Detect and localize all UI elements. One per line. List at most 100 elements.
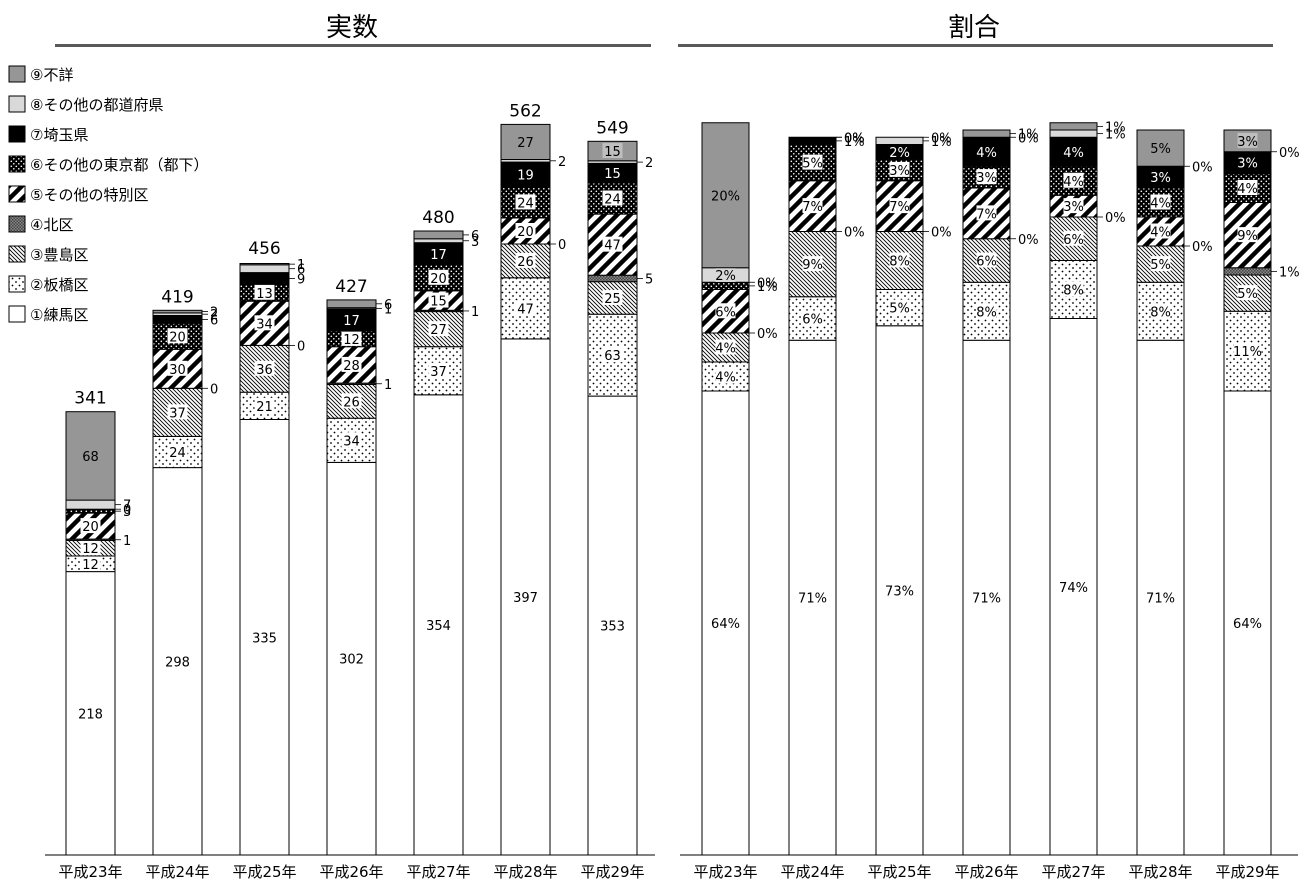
svg-text:26: 26 bbox=[517, 255, 534, 270]
bar-value-label-count-c1-s2: 24 bbox=[167, 444, 188, 461]
bar-value-label-count-c4-s9: 6 bbox=[463, 229, 479, 244]
svg-text:4%: 4% bbox=[715, 371, 736, 386]
right-title-rule bbox=[678, 44, 1273, 47]
legend-label-s2: ②板橋区 bbox=[30, 276, 88, 294]
bar-value-label-count-c3-s9: 6 bbox=[376, 298, 392, 313]
bar-value-label-count-c3-s2: 34 bbox=[341, 432, 362, 449]
svg-text:20: 20 bbox=[430, 272, 447, 287]
legend-swatch-s1 bbox=[8, 305, 26, 323]
bar-segment-count-c0-s1 bbox=[65, 571, 116, 856]
svg-text:68: 68 bbox=[82, 450, 99, 465]
bar-value-label-count-c0-s6: 3 bbox=[115, 505, 131, 520]
svg-text:20: 20 bbox=[517, 225, 534, 240]
svg-text:4%: 4% bbox=[1150, 226, 1171, 241]
bar-value-label-count-c1-s4: 0 bbox=[202, 382, 218, 397]
svg-text:1%: 1% bbox=[931, 135, 952, 150]
bar-segment-count-c3-s9 bbox=[326, 299, 377, 309]
x-axis-ticks: 平成23年 平成24年 平成25年 平成26年 平成27年 平成28年 平成29年 平成23年… bbox=[58, 863, 1279, 881]
x-tick-label-count-4: 平成27年 bbox=[406, 863, 470, 881]
x-tick-label-pct-0: 平成23年 bbox=[693, 863, 757, 881]
bar-value-label-count-c6-s6: 24 bbox=[602, 190, 623, 208]
svg-text:2: 2 bbox=[210, 306, 218, 321]
svg-text:4%: 4% bbox=[976, 146, 997, 161]
bar-value-label-count-c2-s8: 6 bbox=[289, 263, 305, 278]
svg-text:20: 20 bbox=[169, 330, 186, 345]
svg-text:19: 19 bbox=[517, 168, 534, 183]
svg-text:6: 6 bbox=[297, 263, 305, 278]
bar-segment-count-c1-s7 bbox=[152, 315, 203, 324]
svg-text:24: 24 bbox=[604, 193, 621, 208]
bar-segment-pct-c1-s7 bbox=[788, 136, 837, 145]
bar-value-label-count-c0-s1: 218 bbox=[78, 707, 103, 722]
bar-value-label-pct-c5-s7: 3% bbox=[1150, 171, 1171, 186]
svg-text:6: 6 bbox=[384, 298, 392, 313]
bar-value-label-pct-c2-s3: 8% bbox=[889, 252, 910, 270]
legend-label-s7: ⑦埼玉県 bbox=[30, 126, 88, 144]
bar-value-label-pct-c5-s1: 71% bbox=[1146, 592, 1175, 607]
bar-value-label-count-c3-s7: 17 bbox=[343, 314, 360, 329]
svg-text:0%: 0% bbox=[1105, 211, 1126, 226]
svg-text:0%: 0% bbox=[1018, 233, 1039, 248]
svg-text:47: 47 bbox=[517, 302, 534, 317]
bar-segment-pct-c3-s3 bbox=[962, 238, 1011, 283]
svg-text:5%: 5% bbox=[1150, 142, 1171, 157]
bar-value-label-pct-c1-s4: 0% bbox=[836, 226, 865, 241]
svg-text:5%: 5% bbox=[802, 157, 823, 172]
bar-value-label-pct-c1-s9: 0% bbox=[836, 131, 865, 146]
svg-text:11%: 11% bbox=[1233, 345, 1262, 360]
legend-swatch-s9 bbox=[8, 65, 26, 83]
svg-text:36: 36 bbox=[256, 363, 273, 378]
svg-text:0: 0 bbox=[297, 339, 305, 354]
svg-text:20%: 20% bbox=[711, 189, 740, 204]
bar-value-label-count-c0-s9: 68 bbox=[82, 450, 99, 465]
bar-value-label-count-c2-s4: 0 bbox=[289, 339, 305, 354]
bar-value-label-pct-c1-s7: 1% bbox=[836, 135, 865, 150]
bar-segment-pct-c1-s1 bbox=[788, 339, 837, 856]
bar-value-label-pct-c0-s8: 2% bbox=[715, 267, 736, 284]
svg-text:34: 34 bbox=[343, 434, 360, 449]
svg-text:3: 3 bbox=[123, 505, 131, 520]
legend-label-s9: ⑨不詳 bbox=[30, 66, 73, 84]
svg-text:26: 26 bbox=[343, 395, 360, 410]
bar-value-label-count-c4-s6: 20 bbox=[428, 269, 449, 287]
svg-text:7%: 7% bbox=[889, 200, 910, 215]
bar-value-label-pct-c4-s1: 74% bbox=[1059, 581, 1088, 596]
svg-text:3%: 3% bbox=[1237, 135, 1258, 150]
bar-segment-count-c2-s7 bbox=[239, 272, 290, 285]
bar-value-label-pct-c0-s1: 64% bbox=[711, 617, 740, 632]
bar-value-label-count-c1-s1: 298 bbox=[165, 655, 190, 670]
bar-value-label-pct-c0-s3: 4% bbox=[715, 339, 736, 357]
svg-text:20: 20 bbox=[82, 520, 99, 535]
bar-value-label-count-c5-s6: 24 bbox=[515, 194, 536, 211]
bar-segment-pct-c0-s1 bbox=[701, 390, 750, 856]
svg-text:71%: 71% bbox=[798, 592, 827, 607]
bar-value-label-pct-c2-s1: 73% bbox=[885, 584, 914, 599]
bar-value-label-count-c4-s5: 15 bbox=[428, 292, 449, 310]
svg-text:0%: 0% bbox=[844, 131, 865, 146]
bar-segment-count-c4-s8 bbox=[413, 238, 464, 244]
x-tick-label-count-1: 平成24年 bbox=[145, 863, 209, 881]
bar-value-label-count-c0-s8: 7 bbox=[115, 499, 131, 514]
bar-segment-pct-c2-s1 bbox=[875, 325, 924, 856]
svg-text:30: 30 bbox=[169, 363, 186, 378]
bar-value-label-pct-c2-s7: 2% bbox=[889, 146, 910, 161]
bar-value-label-count-c2-s1: 335 bbox=[252, 631, 277, 646]
bar-total-label-c6: 549 bbox=[596, 118, 628, 138]
bar-segment-pct-c6-s4 bbox=[1223, 267, 1272, 276]
svg-text:9%: 9% bbox=[1237, 229, 1258, 244]
bar-value-label-count-c3-s4: 1 bbox=[376, 378, 392, 393]
bar-value-label-pct-c0-s7: 0% bbox=[749, 276, 778, 291]
svg-text:6%: 6% bbox=[715, 305, 736, 320]
bar-segment-count-c2-s9 bbox=[239, 263, 290, 266]
svg-text:12: 12 bbox=[343, 333, 360, 348]
legend-swatch-s5 bbox=[8, 185, 26, 203]
x-tick-label-count-0: 平成23年 bbox=[58, 863, 122, 881]
legend-swatch-s6 bbox=[8, 155, 26, 173]
bar-segment-count-c0-s9 bbox=[65, 411, 116, 501]
x-tick-label-pct-3: 平成26年 bbox=[954, 863, 1018, 881]
svg-text:1: 1 bbox=[123, 534, 131, 549]
svg-text:4%: 4% bbox=[715, 342, 736, 357]
bar-segment-count-c4-s9 bbox=[413, 230, 464, 240]
bar-segment-pct-c6-s1 bbox=[1223, 390, 1272, 856]
bar-value-label-pct-c4-s3: 6% bbox=[1063, 230, 1084, 248]
